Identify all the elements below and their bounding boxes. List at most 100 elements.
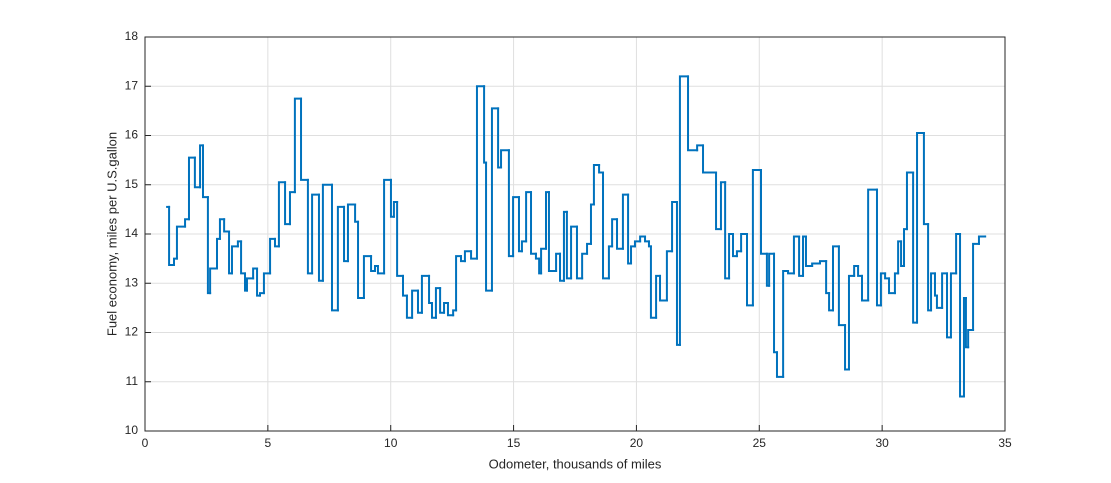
step: [811, 262, 821, 268]
step: [559, 252, 565, 282]
step: [930, 272, 936, 312]
step: [525, 191, 533, 243]
step: [230, 245, 239, 275]
step: [746, 233, 754, 307]
step: [884, 272, 891, 280]
step: [306, 178, 314, 275]
step: [443, 301, 449, 314]
step: [383, 178, 392, 275]
step: [804, 235, 814, 268]
step: [655, 274, 662, 319]
step: [346, 203, 357, 263]
step: [405, 294, 414, 319]
step: [598, 164, 605, 174]
step: [792, 235, 801, 275]
step: [972, 242, 980, 332]
y-tick-label: 11: [126, 374, 139, 388]
step: [362, 255, 373, 300]
step: [649, 245, 658, 319]
step: [269, 237, 276, 275]
step: [678, 75, 690, 346]
step: [300, 97, 309, 181]
step: [731, 233, 738, 258]
step: [633, 240, 642, 248]
step: [724, 181, 731, 280]
step: [621, 193, 630, 250]
step: [463, 250, 473, 263]
step: [959, 233, 965, 398]
step: [875, 188, 882, 307]
step: [507, 149, 515, 258]
step: [459, 255, 466, 263]
step: [240, 240, 247, 275]
step: [193, 156, 202, 189]
step: [218, 218, 226, 240]
step: [828, 292, 834, 312]
step: [434, 287, 442, 319]
step: [490, 107, 500, 292]
step: [455, 255, 462, 312]
step: [357, 220, 365, 300]
step: [534, 252, 541, 260]
step: [715, 171, 722, 231]
step: [740, 233, 748, 253]
step: [575, 225, 584, 280]
step: [520, 240, 528, 253]
x-axis-label: Odometer, thousands of miles: [489, 456, 662, 471]
y-tick-label: 14: [125, 226, 139, 240]
step: [946, 272, 952, 339]
y-axis-label: Fuel economy, miles per U.S.gallon: [104, 132, 119, 336]
step: [611, 218, 619, 248]
step: [258, 292, 265, 297]
step: [639, 235, 647, 243]
step: [311, 193, 320, 275]
step: [236, 240, 243, 248]
step: [687, 75, 699, 152]
step: [245, 277, 255, 292]
step: [565, 210, 573, 280]
step: [411, 289, 419, 319]
step: [317, 193, 324, 282]
step: [284, 181, 291, 226]
step: [376, 265, 386, 275]
step: [602, 171, 610, 280]
step: [581, 252, 589, 280]
step: [751, 168, 763, 307]
step: [223, 218, 231, 233]
step: [967, 329, 975, 349]
step: [644, 235, 650, 243]
step: [370, 255, 376, 272]
step: [905, 171, 915, 231]
step: [916, 132, 925, 324]
step: [293, 97, 303, 194]
step: [955, 233, 962, 275]
step: [719, 181, 727, 231]
step: [430, 301, 437, 319]
x-tick-label: 35: [998, 436, 1012, 450]
step: [252, 267, 259, 280]
step: [168, 205, 175, 267]
step: [935, 294, 944, 309]
step: [768, 252, 776, 287]
step: [470, 250, 478, 260]
step: [837, 245, 847, 327]
y-tick-label: 13: [125, 275, 139, 289]
step: [420, 274, 431, 314]
step: [416, 289, 423, 314]
step: [530, 191, 537, 255]
step: [201, 144, 209, 199]
step: [893, 272, 900, 295]
step: [547, 191, 558, 272]
step: [879, 272, 887, 307]
step: [659, 274, 668, 302]
step: [782, 269, 790, 378]
step: [857, 265, 863, 277]
step: [321, 183, 333, 282]
step: [392, 200, 399, 218]
step: [288, 191, 296, 226]
step: [396, 200, 404, 277]
step: [728, 233, 734, 280]
step: [630, 245, 636, 265]
step: [209, 267, 218, 295]
